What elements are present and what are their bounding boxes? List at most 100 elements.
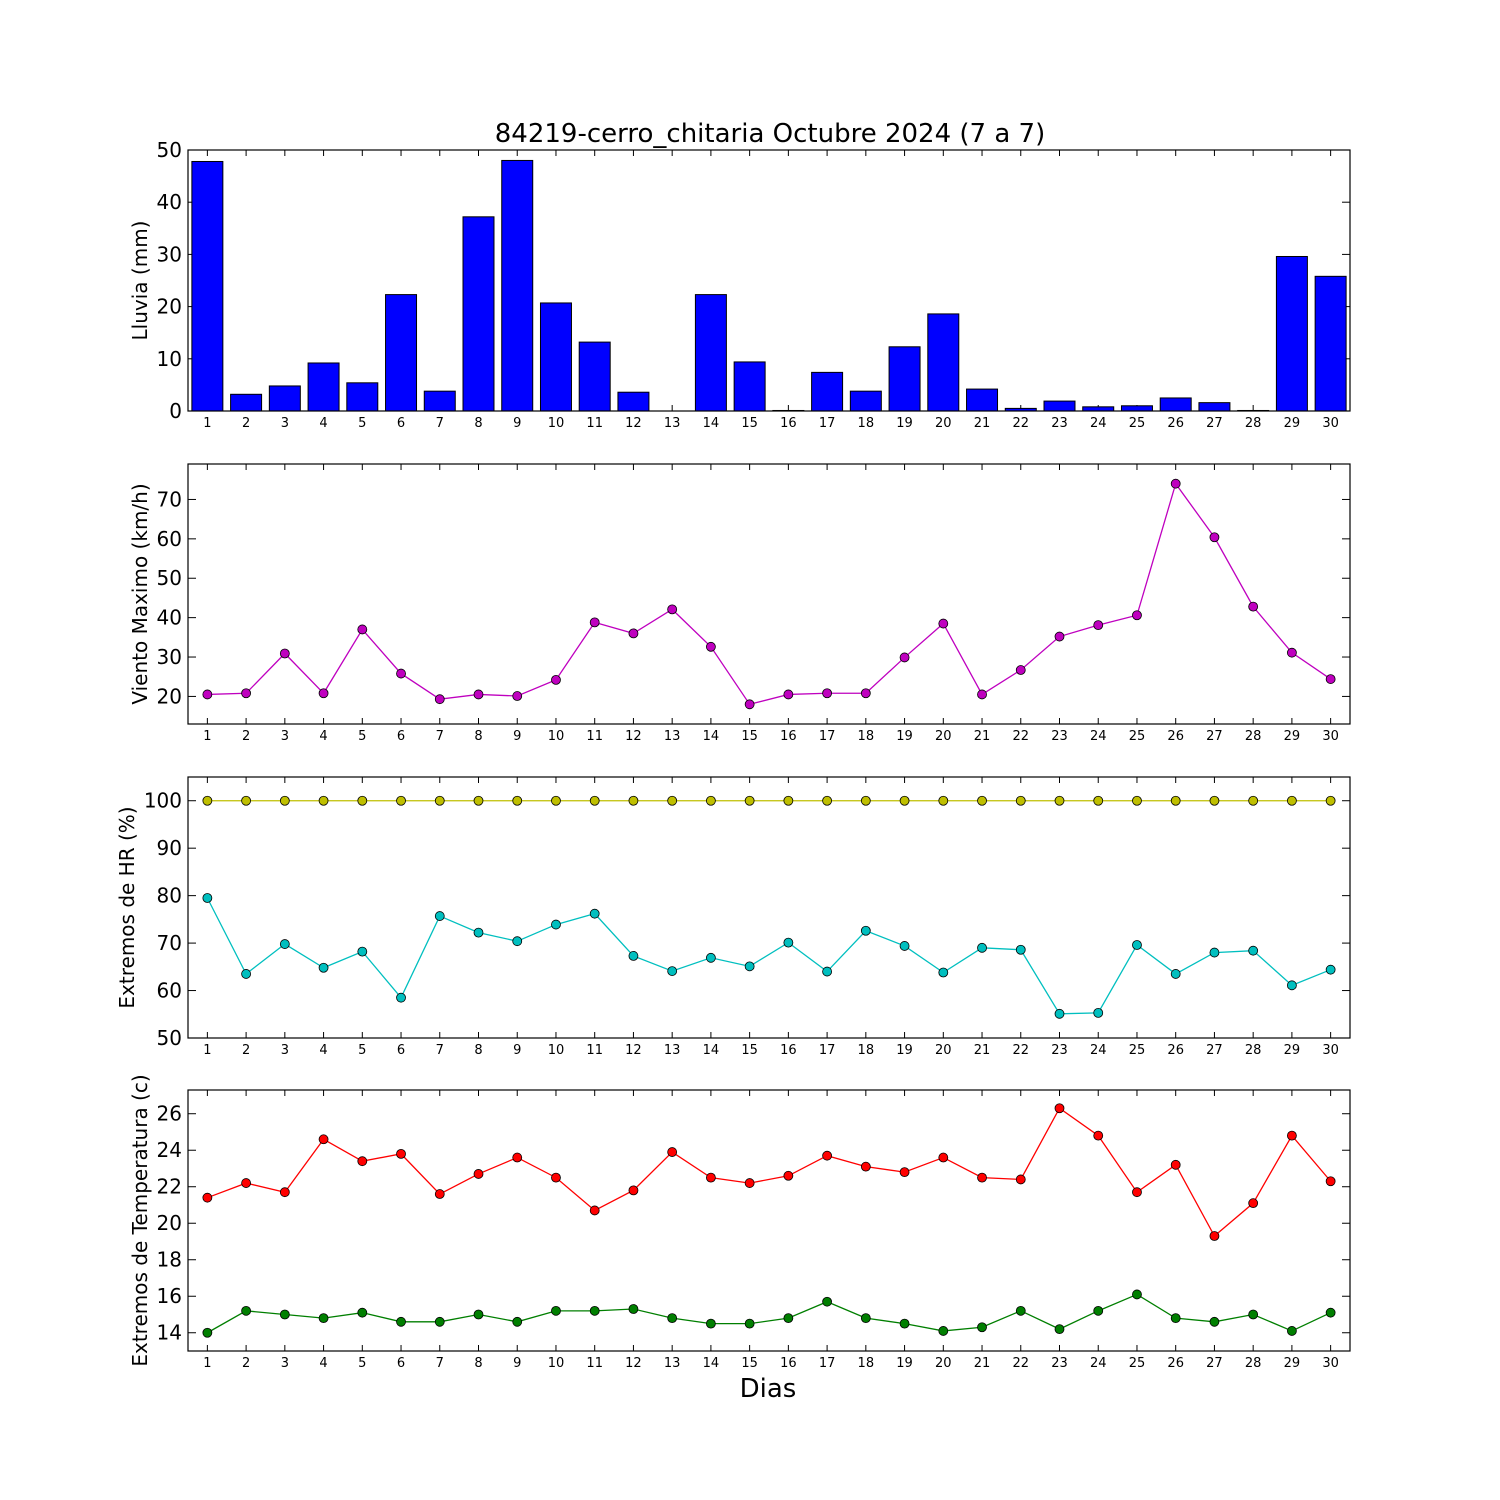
data-point <box>1054 1103 1065 1114</box>
data-point <box>1132 795 1142 806</box>
x-tick-label: 28 <box>1245 729 1262 744</box>
y-tick-label: 30 <box>157 242 182 266</box>
data-point <box>279 939 290 949</box>
bar <box>462 216 495 412</box>
data-point <box>512 1152 523 1163</box>
x-tick-label: 14 <box>703 1356 720 1371</box>
data-point <box>434 911 445 921</box>
data-point <box>1093 795 1104 806</box>
x-tick-label: 22 <box>1012 416 1029 431</box>
x-tick-label: 28 <box>1245 1043 1262 1058</box>
data-point <box>473 689 484 700</box>
bar <box>1120 405 1153 412</box>
data-point <box>938 967 949 978</box>
data-point <box>396 795 406 806</box>
x-tick-label: 3 <box>281 1356 289 1371</box>
data-point <box>977 689 987 700</box>
plot-frame <box>187 149 1351 412</box>
data-point <box>202 1327 213 1338</box>
data-point <box>667 604 678 615</box>
data-point <box>318 795 329 806</box>
data-point <box>551 1172 561 1183</box>
data-point <box>1015 795 1026 806</box>
data-point <box>1170 795 1181 806</box>
data-point <box>1170 1159 1181 1170</box>
data-point <box>1093 1130 1104 1141</box>
data-point <box>241 1178 252 1188</box>
data-point <box>1209 947 1220 958</box>
data-point <box>473 1169 484 1179</box>
x-tick-label: 2 <box>242 416 250 431</box>
data-point <box>551 795 561 806</box>
x-tick-label: 26 <box>1167 729 1184 744</box>
x-tick-label: 19 <box>896 1043 913 1058</box>
x-tick-label: 12 <box>625 1043 642 1058</box>
y-tick-label: 100 <box>144 789 182 813</box>
x-tick-label: 25 <box>1129 1356 1146 1371</box>
data-point <box>667 795 678 806</box>
data-point <box>551 674 561 685</box>
data-point <box>822 1296 832 1307</box>
data-point <box>860 1161 871 1172</box>
data-point <box>938 795 949 806</box>
data-point <box>744 961 755 972</box>
bar <box>927 313 960 412</box>
data-point <box>1054 795 1065 806</box>
data-point <box>1209 532 1220 543</box>
series-line <box>206 897 1331 1015</box>
data-point <box>279 1309 290 1320</box>
x-tick-label: 13 <box>664 416 681 431</box>
data-point <box>1170 969 1181 979</box>
data-point <box>357 1156 368 1167</box>
plot-frame <box>187 1089 1351 1352</box>
x-tick-label: 6 <box>397 1043 405 1058</box>
data-point <box>938 1326 949 1336</box>
y-tick-label: 16 <box>157 1284 182 1308</box>
x-tick-label: 20 <box>935 1043 952 1058</box>
x-tick-label: 5 <box>358 1043 366 1058</box>
x-axis-label: Dias <box>740 1374 797 1404</box>
data-point <box>434 795 445 806</box>
y-axis-label: Extremos de Temperatura (c) <box>128 1074 152 1366</box>
data-point <box>473 1309 484 1320</box>
bar <box>346 382 379 412</box>
data-point <box>977 795 987 806</box>
x-tick-label: 4 <box>319 729 327 744</box>
y-tick-label: 70 <box>157 931 182 955</box>
x-tick-label: 16 <box>780 1043 797 1058</box>
data-point <box>628 951 639 961</box>
bar <box>191 160 224 412</box>
data-point <box>899 941 910 951</box>
x-tick-label: 15 <box>741 1043 758 1058</box>
x-tick-label: 2 <box>242 1356 250 1371</box>
x-tick-label: 5 <box>358 729 366 744</box>
data-point <box>589 1305 600 1316</box>
y-axis-label: Viento Maximo (km/h) <box>128 483 152 704</box>
y-tick-label: 50 <box>157 1026 182 1050</box>
plot-frame <box>187 463 1351 725</box>
x-tick-label: 11 <box>586 416 603 431</box>
x-tick-label: 2 <box>242 729 250 744</box>
bar <box>1314 275 1347 412</box>
data-point <box>822 688 832 699</box>
x-tick-label: 21 <box>974 729 991 744</box>
x-tick-label: 18 <box>858 729 875 744</box>
x-tick-label: 3 <box>281 1043 289 1058</box>
data-point <box>706 795 716 806</box>
x-tick-label: 5 <box>358 1356 366 1371</box>
series-line <box>207 1107 1332 1238</box>
data-point <box>279 1187 290 1198</box>
data-point <box>1209 1231 1220 1241</box>
y-axis-label: Extremos de HR (%) <box>115 806 139 1008</box>
x-tick-label: 17 <box>819 1356 836 1371</box>
y-axis-label: Lluvia (mm) <box>128 221 152 341</box>
data-point <box>1325 1307 1336 1318</box>
data-point <box>822 966 832 977</box>
y-tick-label: 14 <box>157 1321 182 1345</box>
data-point <box>1093 620 1104 631</box>
y-tick-label: 50 <box>157 566 182 590</box>
data-point <box>396 1148 406 1159</box>
x-tick-label: 13 <box>664 1356 681 1371</box>
